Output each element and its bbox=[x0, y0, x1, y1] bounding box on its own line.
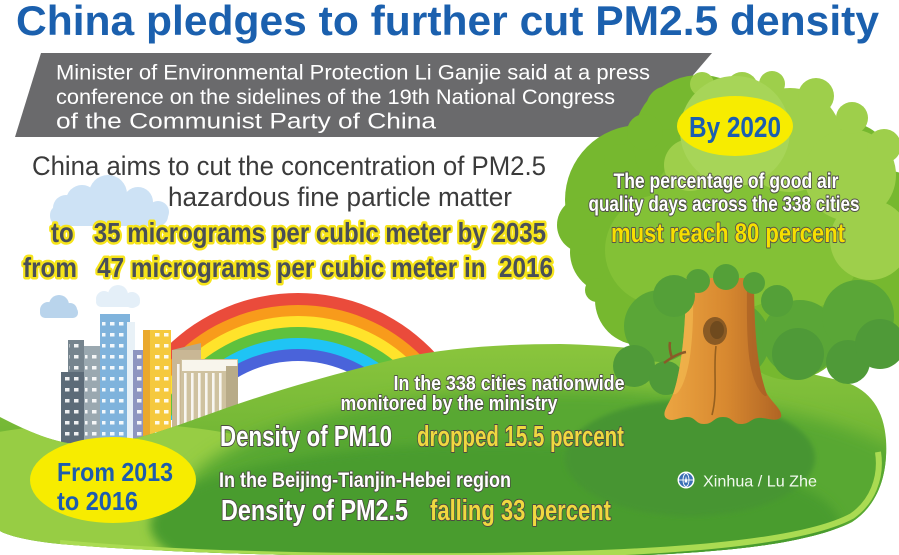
svg-text:monitored by the ministry: monitored by the ministry bbox=[341, 393, 559, 415]
svg-text:must reach 80 percent: must reach 80 percent bbox=[611, 218, 845, 248]
svg-text:Density of PM10: Density of PM10 bbox=[220, 421, 392, 453]
svg-text:From 2013: From 2013 bbox=[57, 457, 173, 487]
svg-text:to 2016: to 2016 bbox=[57, 486, 138, 516]
svg-text:hazardous fine particle matter: hazardous fine particle matter bbox=[168, 182, 512, 212]
svg-text:By 2020: By 2020 bbox=[689, 112, 781, 144]
svg-text:conference on the sidelines of: conference on the sidelines of the 19th … bbox=[56, 86, 615, 109]
svg-text:Xinhua / Lu Zhe: Xinhua / Lu Zhe bbox=[703, 474, 817, 491]
svg-text:Density of PM2.5: Density of PM2.5 bbox=[221, 495, 408, 527]
svg-text:China pledges to further cut P: China pledges to further cut PM2.5 densi… bbox=[16, 0, 880, 44]
svg-text:dropped 15.5 percent: dropped 15.5 percent bbox=[417, 421, 624, 453]
svg-text:of the Communist Party of Chin: of the Communist Party of China bbox=[56, 109, 437, 134]
svg-text:from 47 micrograms per cubic: from 47 micrograms per cubic meter in 20… bbox=[23, 252, 553, 283]
svg-text:Minister of Environmental Prot: Minister of Environmental Protection Li … bbox=[56, 62, 650, 85]
svg-text:falling 33 percent: falling 33 percent bbox=[430, 495, 611, 527]
svg-text:In the 338 cities nationwide: In the 338 cities nationwide bbox=[394, 373, 625, 395]
svg-text:quality days across the 338 ci: quality days across the 338 cities bbox=[589, 193, 860, 216]
svg-text:to 35 micrograms per cubic m: to 35 micrograms per cubic meter by 2035 bbox=[51, 217, 546, 248]
svg-text:China aims to cut the concentr: China aims to cut the concentration of P… bbox=[32, 151, 546, 181]
svg-text:In the Beijing-Tianjin-Hebei r: In the Beijing-Tianjin-Hebei region bbox=[219, 469, 511, 492]
svg-text:The percentage of good air: The percentage of good air bbox=[614, 170, 839, 193]
